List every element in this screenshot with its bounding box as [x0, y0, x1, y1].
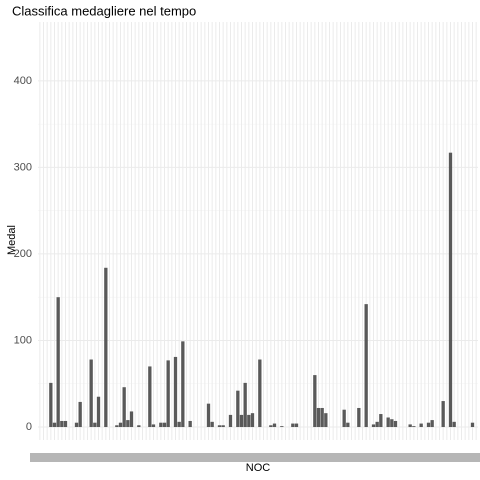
bar [371, 424, 376, 428]
bar [217, 425, 222, 428]
bar [126, 420, 130, 428]
bar [269, 425, 273, 428]
bar [448, 152, 453, 428]
bar [379, 414, 383, 428]
bar [63, 420, 68, 428]
bar [280, 426, 284, 428]
bar [115, 425, 119, 428]
bar [148, 366, 152, 428]
bar [412, 426, 416, 428]
bar [162, 422, 167, 428]
bar [441, 401, 445, 428]
bar [89, 359, 93, 428]
bar [357, 407, 361, 428]
bar [313, 375, 317, 428]
bar [56, 297, 60, 428]
bar [452, 421, 456, 428]
bar [60, 420, 64, 428]
bar [159, 422, 163, 428]
bar [346, 422, 350, 428]
bar [228, 414, 233, 428]
bar [390, 419, 394, 428]
bar [188, 420, 192, 428]
bar [52, 422, 57, 428]
y-tick-label: 300 [14, 161, 32, 173]
grid [38, 22, 478, 440]
bar [93, 422, 97, 428]
bar [104, 267, 108, 428]
chart-title: Classifica medagliere nel tempo [12, 3, 196, 18]
bar [316, 407, 321, 428]
bar [129, 411, 134, 428]
y-tick-label: 400 [14, 75, 32, 87]
bar [221, 425, 225, 428]
bar [291, 423, 295, 428]
y-tick-label: 0 [26, 421, 32, 433]
bar [239, 414, 244, 428]
bar [236, 390, 240, 428]
y-tick-label: 200 [14, 248, 32, 260]
bar [408, 424, 412, 428]
bar [470, 422, 475, 428]
y-axis-label: Medal [6, 225, 18, 255]
bar [294, 423, 299, 428]
bar [96, 396, 101, 428]
x-tick-label-overlap [30, 453, 480, 462]
bar [151, 424, 156, 428]
bar [247, 414, 251, 428]
bar [118, 422, 123, 428]
bar [210, 421, 214, 428]
bar [364, 304, 368, 428]
bar [430, 420, 434, 428]
bar [74, 422, 79, 428]
bar [177, 421, 181, 428]
bar [375, 421, 379, 428]
bar [166, 360, 170, 428]
bar [122, 387, 126, 428]
bar [272, 423, 277, 428]
bar [426, 422, 431, 428]
bar [49, 382, 53, 428]
bar [206, 403, 211, 428]
bar [342, 409, 346, 428]
bar [324, 413, 328, 428]
bar [173, 356, 178, 428]
bar [78, 401, 82, 428]
bar [243, 382, 247, 428]
bar [320, 407, 324, 428]
bar [419, 423, 423, 428]
bar [393, 420, 398, 428]
x-axis-label: NOC [246, 462, 271, 474]
bar [137, 425, 141, 428]
bar [258, 359, 262, 428]
y-tick-label: 100 [14, 334, 32, 346]
bar [181, 341, 185, 428]
bar [386, 417, 390, 428]
bar [250, 413, 255, 428]
